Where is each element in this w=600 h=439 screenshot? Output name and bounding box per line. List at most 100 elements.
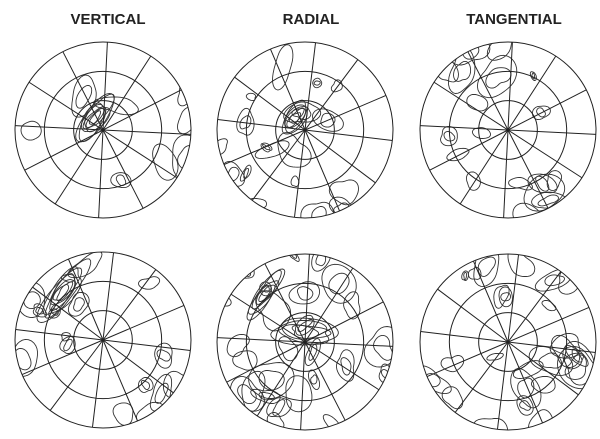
contour xyxy=(260,142,273,153)
contour xyxy=(255,290,292,332)
contour xyxy=(500,292,511,302)
contour xyxy=(115,174,127,187)
contour xyxy=(330,79,343,93)
grid-spoke xyxy=(234,76,306,131)
contour xyxy=(248,362,295,399)
grid-spoke xyxy=(507,341,596,354)
grid-spoke xyxy=(15,125,104,131)
contour xyxy=(281,324,332,340)
contour xyxy=(531,72,536,80)
contour xyxy=(378,363,393,384)
contour xyxy=(321,263,357,304)
contour xyxy=(23,291,41,310)
contour xyxy=(571,348,583,363)
grid-spoke xyxy=(304,129,341,212)
contour xyxy=(531,105,551,121)
grid-spoke xyxy=(304,341,380,391)
contour xyxy=(138,276,161,290)
contour xyxy=(315,254,327,267)
contour xyxy=(258,285,272,302)
grid-ring xyxy=(14,251,192,429)
contour xyxy=(453,60,472,82)
polar-plot xyxy=(217,254,393,430)
contour xyxy=(286,107,305,128)
grid-spoke xyxy=(217,337,306,343)
grid-spoke xyxy=(467,51,509,131)
contour xyxy=(75,85,93,109)
contour xyxy=(85,108,105,128)
contour xyxy=(313,80,321,86)
grid-spoke xyxy=(21,339,104,376)
contour xyxy=(508,177,533,191)
column-title: VERTICAL xyxy=(71,11,146,28)
grid-spoke xyxy=(24,129,104,171)
grid-spoke xyxy=(507,89,587,131)
grid-spoke xyxy=(67,258,104,341)
contour xyxy=(272,44,294,91)
contour xyxy=(300,201,335,218)
contour xyxy=(465,171,481,191)
contour xyxy=(232,350,258,371)
contour xyxy=(162,370,191,399)
contour xyxy=(250,388,281,404)
contour xyxy=(236,107,255,136)
grid-spoke xyxy=(28,81,104,131)
contour xyxy=(519,400,531,411)
grid-spoke xyxy=(230,293,306,343)
grid-ring xyxy=(14,41,192,219)
grid-spoke xyxy=(293,129,306,218)
grid-ring xyxy=(419,253,597,431)
grid-ring xyxy=(216,41,394,219)
contour xyxy=(73,297,85,312)
grid-spoke xyxy=(454,341,509,413)
contour xyxy=(448,42,491,66)
contour xyxy=(536,107,546,118)
contour xyxy=(154,382,169,404)
grid-spoke xyxy=(256,341,306,417)
contour xyxy=(340,357,352,376)
grid-spoke xyxy=(507,271,562,343)
contour xyxy=(471,417,509,430)
contour xyxy=(156,349,171,362)
grid-spoke xyxy=(437,288,509,343)
contour xyxy=(154,342,173,369)
contour xyxy=(67,291,90,317)
contour xyxy=(290,175,300,187)
contour xyxy=(312,77,323,89)
polar-plot xyxy=(20,74,191,189)
grid-spoke xyxy=(304,129,393,142)
contour xyxy=(531,191,567,209)
contour xyxy=(328,196,355,218)
grid-spoke xyxy=(102,89,182,131)
contour xyxy=(177,106,191,135)
grid-spoke xyxy=(304,59,359,131)
contour xyxy=(564,344,589,367)
grid-spoke xyxy=(420,330,509,343)
contour xyxy=(440,125,458,147)
grid-spoke xyxy=(49,339,104,411)
grid-spoke xyxy=(269,48,306,131)
grid-spoke xyxy=(102,42,108,131)
contour xyxy=(463,271,467,280)
grid-spoke xyxy=(304,42,317,131)
contour xyxy=(15,348,32,371)
contour xyxy=(320,112,336,128)
contour xyxy=(177,82,191,107)
grid-spoke xyxy=(496,341,509,430)
grid-ring xyxy=(43,70,163,190)
contour xyxy=(242,265,252,277)
grid-spoke xyxy=(98,129,104,218)
grid-spoke xyxy=(507,341,579,396)
grid-ring xyxy=(43,280,163,400)
contour xyxy=(61,332,71,342)
grid-spoke xyxy=(429,129,509,171)
contour xyxy=(239,115,252,130)
contour xyxy=(473,254,500,287)
contour xyxy=(288,281,320,305)
contour xyxy=(477,256,496,277)
grid-spoke xyxy=(300,341,306,430)
contour xyxy=(476,54,518,99)
contour xyxy=(227,166,240,182)
grid-spoke xyxy=(264,263,306,343)
contour xyxy=(538,352,562,369)
